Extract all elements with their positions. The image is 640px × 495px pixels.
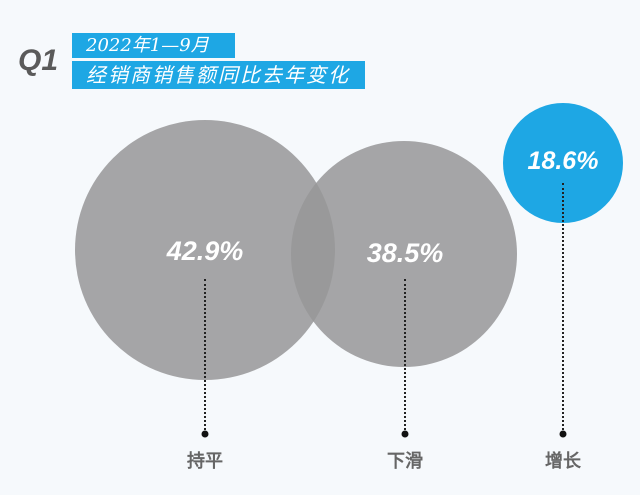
leader-line-growth [562,183,564,434]
label-decline: 下滑 [387,451,423,472]
value-growth: 18.6% [527,147,599,175]
marker-dot-decline [401,430,409,438]
leader-line-flat [204,279,206,434]
subtitle-banner: 经销商销售额同比去年变化 [72,61,365,89]
marker-dot-growth [559,430,567,438]
marker-dot-flat [201,430,209,438]
label-flat: 持平 [187,451,223,472]
period-banner: 2022年1—9月 [72,33,235,58]
value-decline: 38.5% [366,238,444,268]
label-growth: 增长 [545,451,581,472]
value-flat: 42.9% [166,236,244,266]
leader-line-decline [404,279,406,434]
quarter-label: Q1 [18,44,59,77]
